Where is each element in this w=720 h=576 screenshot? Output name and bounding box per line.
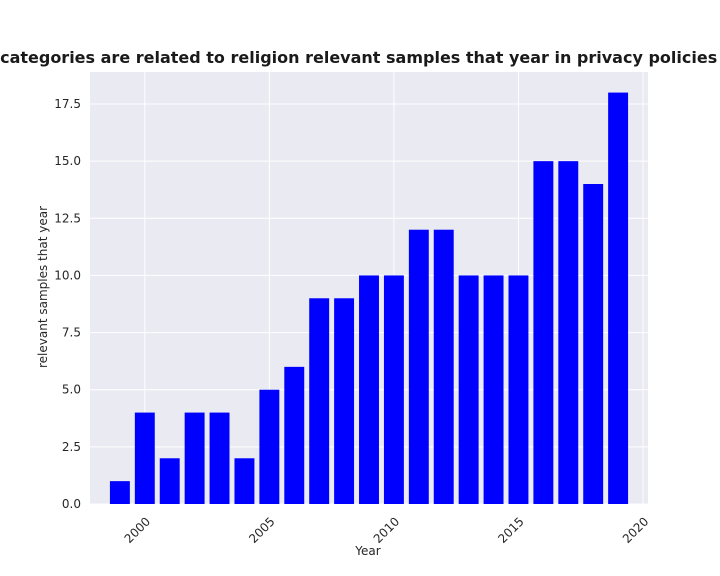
bar [458, 275, 479, 504]
bar [159, 458, 180, 504]
x-axis-label: Year [354, 544, 380, 558]
bars [109, 92, 629, 505]
x-tick-label: 2015 [495, 514, 526, 545]
bar [109, 481, 130, 504]
x-tick-label: 2020 [620, 514, 651, 545]
bar [533, 161, 554, 504]
bar [134, 412, 155, 504]
bar [259, 389, 280, 504]
y-axis-ticks: 0.0 2.5 5.0 7.5 10.0 12.5 15.0 17.5 [54, 97, 81, 511]
y-tick-label: 0.0 [62, 497, 81, 511]
bar [284, 366, 305, 504]
y-tick-label: 5.0 [62, 383, 81, 397]
x-tick-label: 2005 [246, 514, 277, 545]
x-axis-ticks: 2000 2005 2010 2015 2020 [122, 514, 652, 545]
bar [558, 161, 579, 504]
bar [334, 298, 355, 504]
x-tick-label: 2010 [371, 514, 402, 545]
bar [483, 275, 504, 504]
y-tick-label: 12.5 [54, 211, 81, 225]
bar [383, 275, 404, 504]
bar [608, 92, 629, 505]
bar [359, 275, 379, 504]
y-tick-label: 17.5 [54, 97, 81, 111]
y-tick-label: 10.0 [54, 268, 81, 282]
bar [433, 229, 454, 504]
bar [408, 229, 429, 504]
x-tick-label: 2000 [122, 514, 153, 545]
chart-title: when categories are related to religion … [0, 48, 720, 67]
bar [309, 298, 330, 504]
y-tick-label: 2.5 [62, 440, 81, 454]
bar [234, 458, 255, 504]
bar [184, 412, 205, 504]
y-tick-label: 7.5 [62, 326, 81, 340]
y-axis-label: relevant samples that year [36, 206, 50, 368]
bar [583, 184, 604, 504]
bar [508, 275, 529, 504]
bar [209, 412, 230, 504]
y-tick-label: 15.0 [54, 154, 81, 168]
